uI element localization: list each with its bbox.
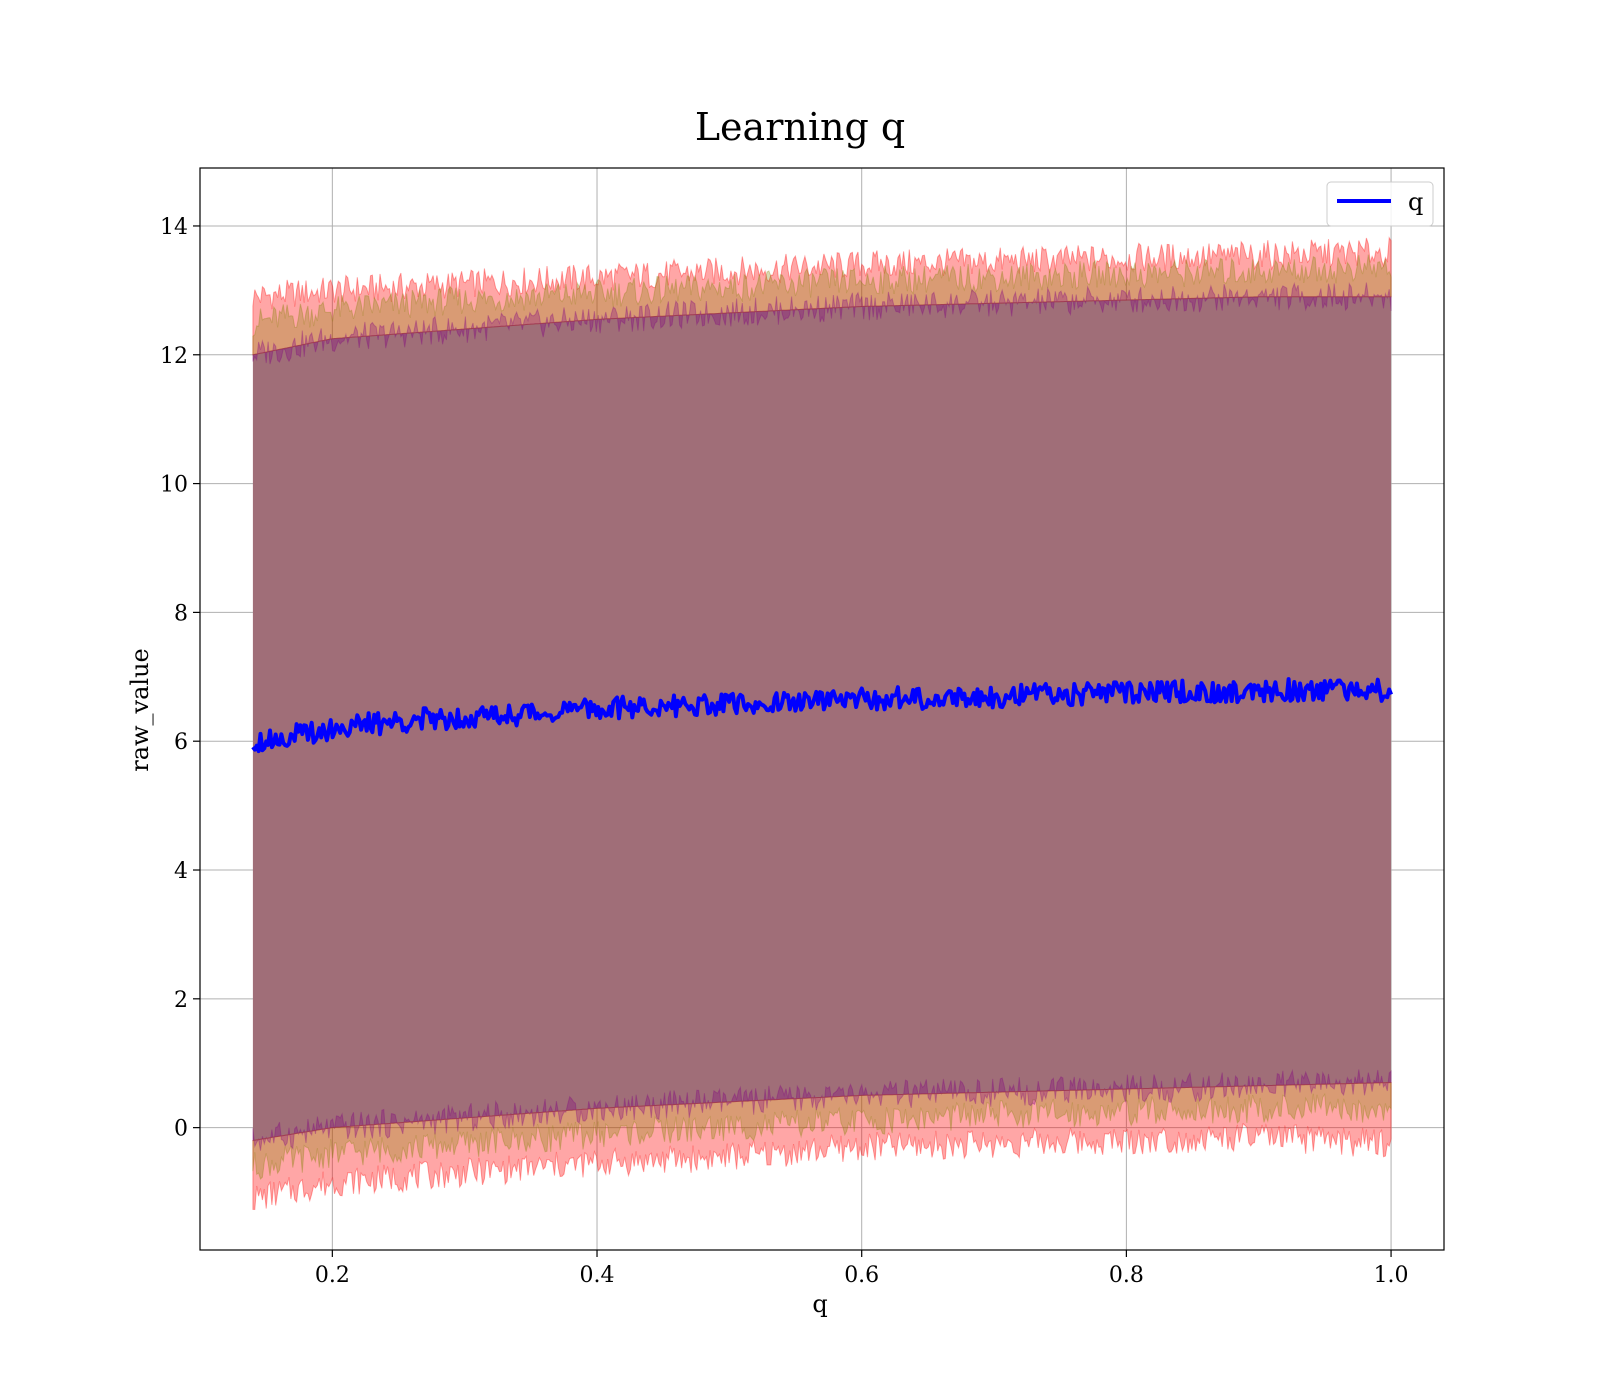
x-tick-label: 0.8 <box>1109 1263 1144 1288</box>
y-tick-label: 6 <box>174 730 188 755</box>
x-tick-label: 0.2 <box>315 1263 350 1288</box>
legend: q <box>1326 181 1434 227</box>
y-tick-label: 10 <box>160 473 188 498</box>
y-tick-label: 8 <box>174 601 188 626</box>
x-tick-label: 0.6 <box>844 1263 879 1288</box>
band-lower-1 <box>252 1081 1392 1211</box>
band-lower-2 <box>252 1081 1392 1180</box>
legend-frame <box>1326 181 1434 227</box>
chart-title: Learning q <box>695 105 905 149</box>
band-upper-3 <box>252 281 1392 365</box>
x-axis-label: q <box>812 1290 827 1318</box>
x-tick-label: 0.4 <box>580 1263 615 1288</box>
y-tick-label: 12 <box>160 344 188 369</box>
y-tick-label: 0 <box>174 1117 188 1142</box>
axes-frame <box>199 167 1445 1251</box>
band-core-fill <box>252 296 1392 1141</box>
band-lower-3 <box>252 1068 1392 1151</box>
band-upper-1 <box>252 236 1392 356</box>
series-line-q <box>251 677 1393 754</box>
y-tick-label: 14 <box>160 215 188 240</box>
y-tick-label: 2 <box>174 988 188 1013</box>
plot-area: 0.2 0.4 0.6 0.8 1.0 0 2 4 6 8 10 12 14 <box>160 167 1445 1288</box>
y-axis-label: raw_value <box>126 648 154 772</box>
band-upper-2 <box>252 254 1392 356</box>
legend-label-q: q <box>1408 188 1423 216</box>
y-tick-label: 4 <box>174 859 188 884</box>
x-tick-label: 1.0 <box>1374 1263 1409 1288</box>
